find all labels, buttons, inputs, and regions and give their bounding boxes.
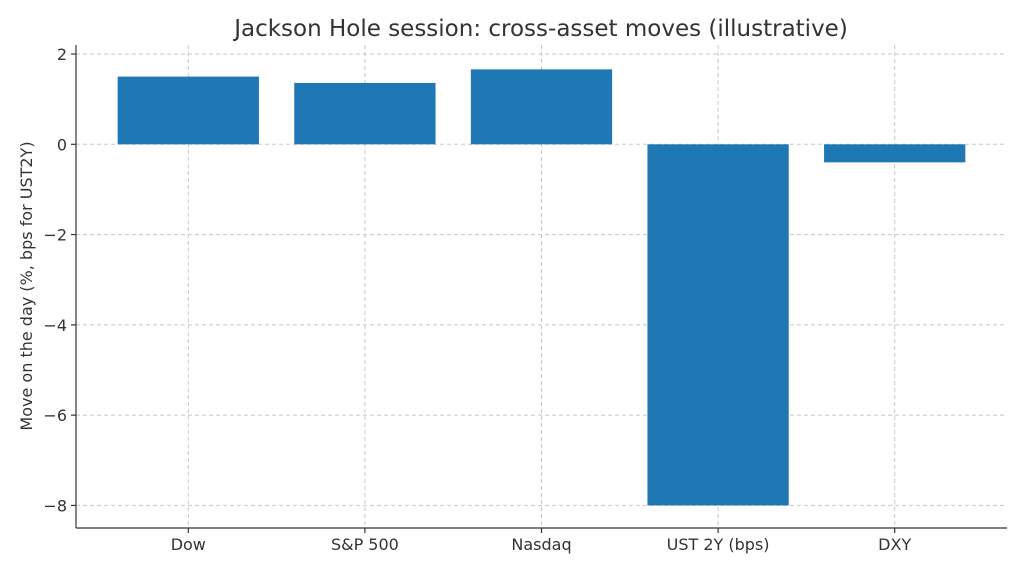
bar-ust-2y-bps [647, 144, 789, 506]
x-tick-label: Nasdaq [511, 535, 571, 554]
x-ticks: Dow S&P 500 Nasdaq UST 2Y (bps) DXY [171, 528, 911, 554]
bar-s-p-500 [294, 82, 436, 145]
y-tick-label: 2 [57, 45, 67, 64]
x-tick-label: DXY [878, 535, 911, 554]
bar-dow [117, 76, 259, 145]
y-tick-label: 0 [57, 135, 67, 154]
y-tick-label: −6 [43, 406, 67, 425]
bar-nasdaq [470, 69, 613, 145]
y-axis-label: Move on the day (%, bps for UST2Y) [17, 141, 36, 430]
x-tick-label: UST 2Y (bps) [667, 535, 770, 554]
bars [117, 69, 966, 506]
y-tick-label: −4 [43, 316, 67, 335]
x-tick-label: S&P 500 [331, 535, 399, 554]
bar-dxy [824, 144, 966, 163]
y-ticks: 2 0 −2 −4 −6 −8 [43, 45, 76, 515]
y-tick-label: −8 [43, 496, 67, 515]
x-tick-label: Dow [171, 535, 206, 554]
y-tick-label: −2 [43, 226, 67, 245]
chart-title: Jackson Hole session: cross-asset moves … [232, 16, 848, 42]
